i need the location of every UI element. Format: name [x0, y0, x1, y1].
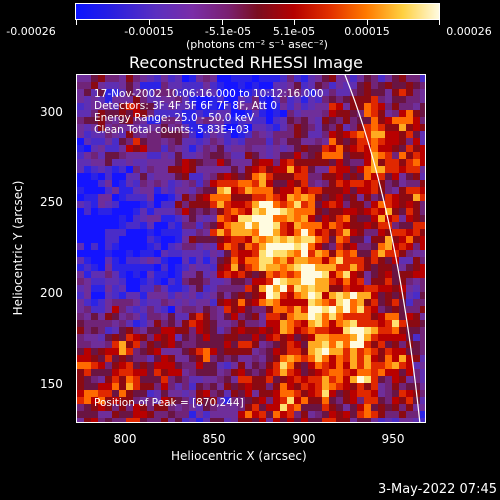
colorbar-tick-label: 0.00026	[446, 25, 492, 38]
y-tick-label: 150	[40, 377, 63, 391]
colorbar-tick	[76, 20, 77, 25]
y-tick-label: 200	[40, 286, 63, 300]
info-energy-range: Energy Range: 25.0 - 50.0 keV	[94, 112, 255, 124]
colorbar-tick	[367, 20, 368, 25]
colorbar-tick	[439, 20, 440, 25]
peak-position: Position of Peak = [870,244]	[94, 397, 244, 409]
footer-date: 3-May-2022 07:45	[378, 482, 497, 497]
colorbar-tick	[149, 20, 150, 25]
colorbar-tick-label: 0.00015	[344, 25, 390, 38]
y-tick-label: 250	[40, 195, 63, 209]
colorbar-tick-label: -0.00015	[124, 25, 174, 38]
plot-title: Reconstructed RHESSI Image	[129, 53, 363, 72]
y-tick-label: 300	[40, 105, 63, 119]
x-tick-label: 900	[292, 432, 316, 446]
colorbar-tick	[294, 20, 295, 25]
image-map	[77, 75, 425, 422]
x-tick-label: 800	[113, 432, 137, 446]
colorbar-unit: (photons cm⁻² s⁻¹ asec⁻²)	[186, 38, 328, 51]
colorbar-tick-label: 5.1e-05	[272, 25, 316, 38]
info-time-range: 17-Nov-2002 10:06:16.000 to 10:12:16.000	[94, 88, 324, 100]
rhessi-image: 17-Nov-2002 10:06:16.000 to 10:12:16.000…	[76, 74, 426, 423]
x-tick-label: 850	[202, 432, 226, 446]
y-axis-label: Heliocentric Y (arcsec)	[11, 180, 25, 316]
solar-limb	[344, 75, 421, 422]
colorbar-tick-label: -0.00026	[6, 25, 56, 38]
x-axis-label: Heliocentric X (arcsec)	[171, 449, 307, 463]
colorbar	[75, 3, 440, 20]
x-tick-label: 950	[381, 432, 405, 446]
info-detectors: Detectors: 3F 4F 5F 6F 7F 8F, Att 0	[94, 100, 278, 112]
colorbar-tick	[222, 20, 223, 25]
info-total-counts: Clean Total counts: 5.83E+03	[94, 124, 250, 136]
colorbar-tick-label: -5.1e-05	[204, 25, 252, 38]
